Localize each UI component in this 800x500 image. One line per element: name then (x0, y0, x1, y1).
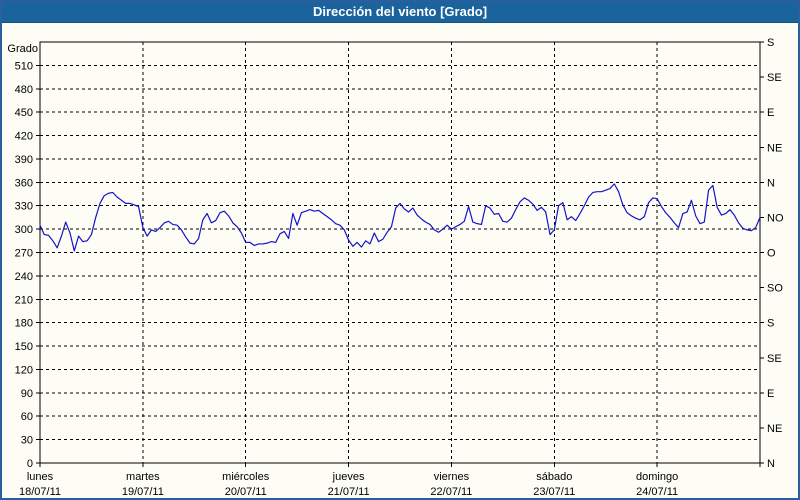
day-name-label: domingo (636, 471, 678, 483)
day-name-label: lunes (27, 471, 54, 483)
day-name-label: sábado (536, 471, 572, 483)
compass-label: E (767, 107, 774, 119)
wind-direction-series-line (39, 183, 761, 252)
day-date-label: 23/07/11 (533, 486, 575, 498)
compass-label: NE (767, 142, 782, 154)
day-name-label: viernes (434, 471, 470, 483)
compass-label: N (767, 177, 775, 189)
day-date-label: 21/07/11 (328, 486, 370, 498)
y-tick-label: 360 (15, 177, 33, 189)
y-tick-label: 420 (15, 131, 33, 143)
day-name-label: jueves (332, 471, 365, 483)
plot-frame (39, 41, 761, 464)
compass-label: NO (767, 212, 784, 224)
compass-label: SO (767, 283, 783, 295)
day-date-label: 18/07/11 (19, 486, 61, 498)
day-name-label: miércoles (222, 471, 270, 483)
y-tick-label: 270 (15, 248, 33, 260)
compass-label: E (767, 388, 774, 400)
compass-label: SE (767, 353, 782, 365)
day-date-label: 20/07/11 (225, 486, 267, 498)
compass-label: N (767, 458, 775, 470)
y-tick-label: 240 (15, 271, 33, 283)
title-bar: Dirección del viento [Grado] (2, 2, 798, 23)
day-date-label: 22/07/11 (430, 486, 472, 498)
y-tick-label: 390 (15, 154, 33, 166)
y-tick-label: 150 (15, 341, 33, 353)
compass-label: SE (767, 72, 782, 84)
day-date-label: 24/07/11 (636, 486, 678, 498)
y-tick-label: 180 (15, 318, 33, 330)
y-tick-label: 450 (15, 107, 33, 119)
window-title: Dirección del viento [Grado] (312, 4, 488, 19)
compass-label: S (767, 318, 774, 330)
y-tick-label: 90 (21, 388, 33, 400)
compass-label: NE (767, 423, 782, 435)
y-tick-label: 30 (21, 435, 33, 447)
y-axis-title: Grado (7, 43, 38, 55)
y-tick-label: 480 (15, 84, 33, 96)
day-date-label: 19/07/11 (122, 486, 164, 498)
day-name-label: martes (126, 471, 160, 483)
compass-label: S (767, 37, 774, 49)
y-tick-label: 120 (15, 364, 33, 376)
y-tick-label: 330 (15, 201, 33, 213)
y-tick-label: 60 (21, 411, 33, 423)
y-tick-label: 510 (15, 60, 33, 72)
compass-label: O (767, 248, 776, 260)
y-tick-label: 210 (15, 294, 33, 306)
y-tick-label: 300 (15, 224, 33, 236)
y-tick-label: 0 (27, 458, 33, 470)
